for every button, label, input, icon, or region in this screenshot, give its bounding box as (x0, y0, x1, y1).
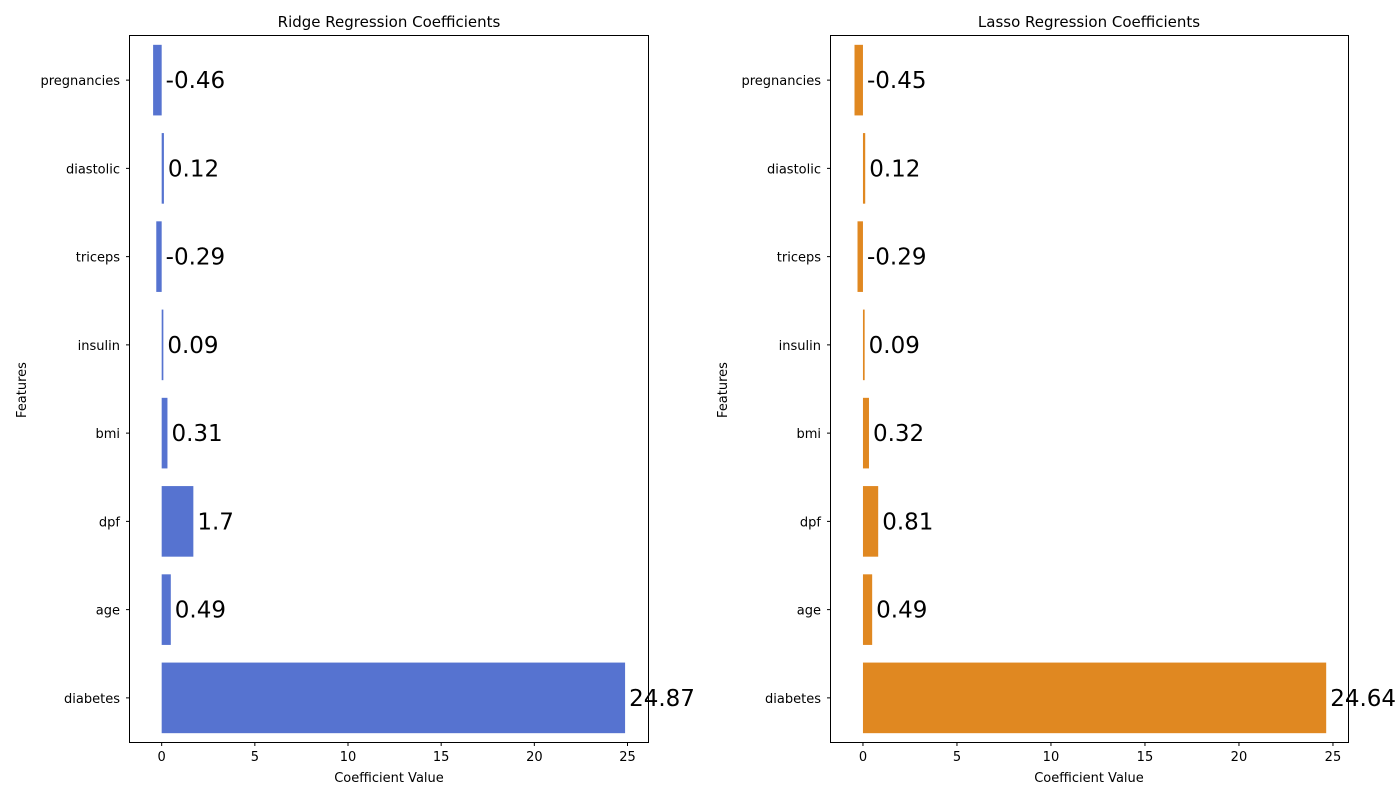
lasso-y-tick-label-insulin: insulin (779, 339, 821, 354)
lasso-x-tick-label-10: 10 (1043, 750, 1060, 765)
ridge-x-tick-label-20: 20 (526, 750, 543, 765)
lasso-y-tick-label-diastolic: diastolic (767, 162, 821, 177)
ridge-x-tick-label-25: 25 (619, 750, 636, 765)
lasso-value-label-dpf: 0.81 (882, 509, 933, 535)
lasso-y-tick-label-diabetes: diabetes (765, 692, 821, 707)
ridge-value-label-dpf: 1.7 (197, 509, 234, 535)
ridge-value-label-pregnancies: -0.46 (166, 68, 226, 94)
ridge-bar-triceps (156, 221, 162, 292)
lasso-y-axis-label: Features (716, 362, 731, 418)
lasso-value-label-bmi: 0.32 (873, 421, 924, 447)
lasso-x-tick-label-15: 15 (1137, 750, 1154, 765)
lasso-x-tick-label-25: 25 (1325, 750, 1342, 765)
lasso-y-tick-label-bmi: bmi (796, 427, 821, 442)
lasso-y-tick-label-age: age (797, 604, 821, 619)
lasso-bar-pregnancies (854, 44, 863, 116)
lasso-value-label-insulin: 0.09 (869, 333, 920, 359)
ridge-y-axis-label: Features (15, 362, 30, 418)
ridge-bar-diastolic (161, 133, 164, 204)
ridge-bar-pregnancies (153, 44, 162, 116)
lasso-x-tick-label-5: 5 (953, 750, 961, 765)
lasso-chart: Lasso Regression Coefficients Coefficien… (716, 13, 1396, 786)
ridge-y-tick-label-triceps: triceps (76, 251, 120, 266)
ridge-x-tick-label-5: 5 (251, 750, 259, 765)
ridge-value-label-triceps: -0.29 (166, 245, 226, 271)
lasso-bar-diabetes (862, 662, 1327, 734)
ridge-marks: pregnancies -0.46 diastolic 0.12 triceps -0.2… (40, 44, 695, 765)
lasso-value-label-age: 0.49 (876, 598, 927, 624)
ridge-bar-diabetes (161, 662, 626, 734)
ridge-value-label-age: 0.49 (175, 598, 226, 624)
lasso-x-tick-label-0: 0 (859, 750, 867, 765)
lasso-x-axis-label: Coefficient Value (1034, 771, 1144, 786)
ridge-y-tick-label-pregnancies: pregnancies (40, 74, 120, 89)
ridge-x-axis-label: Coefficient Value (334, 771, 444, 786)
ridge-chart-title: Ridge Regression Coefficients (278, 13, 501, 31)
lasso-plot-frame (830, 35, 1349, 743)
lasso-y-tick-label-dpf: dpf (800, 515, 822, 530)
ridge-y-tick-label-diastolic: diastolic (66, 162, 120, 177)
lasso-value-label-diastolic: 0.12 (869, 156, 920, 182)
ridge-y-tick-label-bmi: bmi (95, 427, 120, 442)
lasso-chart-title: Lasso Regression Coefficients (978, 13, 1200, 31)
ridge-value-label-diastolic: 0.12 (168, 156, 219, 182)
lasso-bar-age (862, 574, 873, 645)
ridge-y-tick-label-dpf: dpf (99, 515, 121, 530)
lasso-y-tick-label-triceps: triceps (777, 251, 821, 266)
lasso-value-label-pregnancies: -0.45 (867, 68, 927, 94)
ridge-x-tick-label-15: 15 (433, 750, 450, 765)
ridge-y-tick-label-insulin: insulin (78, 339, 120, 354)
lasso-value-label-triceps: -0.29 (867, 245, 927, 271)
lasso-x-tick-label-20: 20 (1231, 750, 1248, 765)
ridge-plot-frame (129, 35, 649, 743)
ridge-bar-bmi (161, 397, 168, 469)
ridge-y-tick-label-diabetes: diabetes (64, 692, 120, 707)
lasso-value-label-diabetes: 24.64 (1330, 686, 1396, 712)
lasso-bar-dpf (862, 486, 879, 557)
ridge-chart: Ridge Regression Coefficients Coefficien… (15, 13, 695, 786)
ridge-value-label-diabetes: 24.87 (629, 686, 695, 712)
lasso-bar-diastolic (862, 133, 866, 204)
ridge-bar-dpf (161, 486, 194, 557)
lasso-marks: pregnancies -0.45 diastolic 0.12 triceps -0.2… (741, 44, 1396, 765)
ridge-x-tick-label-0: 0 (158, 750, 166, 765)
lasso-bar-insulin (862, 309, 865, 381)
ridge-y-tick-label-age: age (96, 604, 120, 619)
ridge-value-label-bmi: 0.31 (171, 421, 222, 447)
lasso-bar-triceps (857, 221, 863, 292)
ridge-value-label-insulin: 0.09 (167, 333, 218, 359)
lasso-y-tick-label-pregnancies: pregnancies (741, 74, 821, 89)
ridge-bar-insulin (161, 309, 164, 381)
ridge-x-tick-label-10: 10 (340, 750, 357, 765)
lasso-bar-bmi (862, 397, 869, 469)
ridge-bar-age (161, 574, 171, 645)
